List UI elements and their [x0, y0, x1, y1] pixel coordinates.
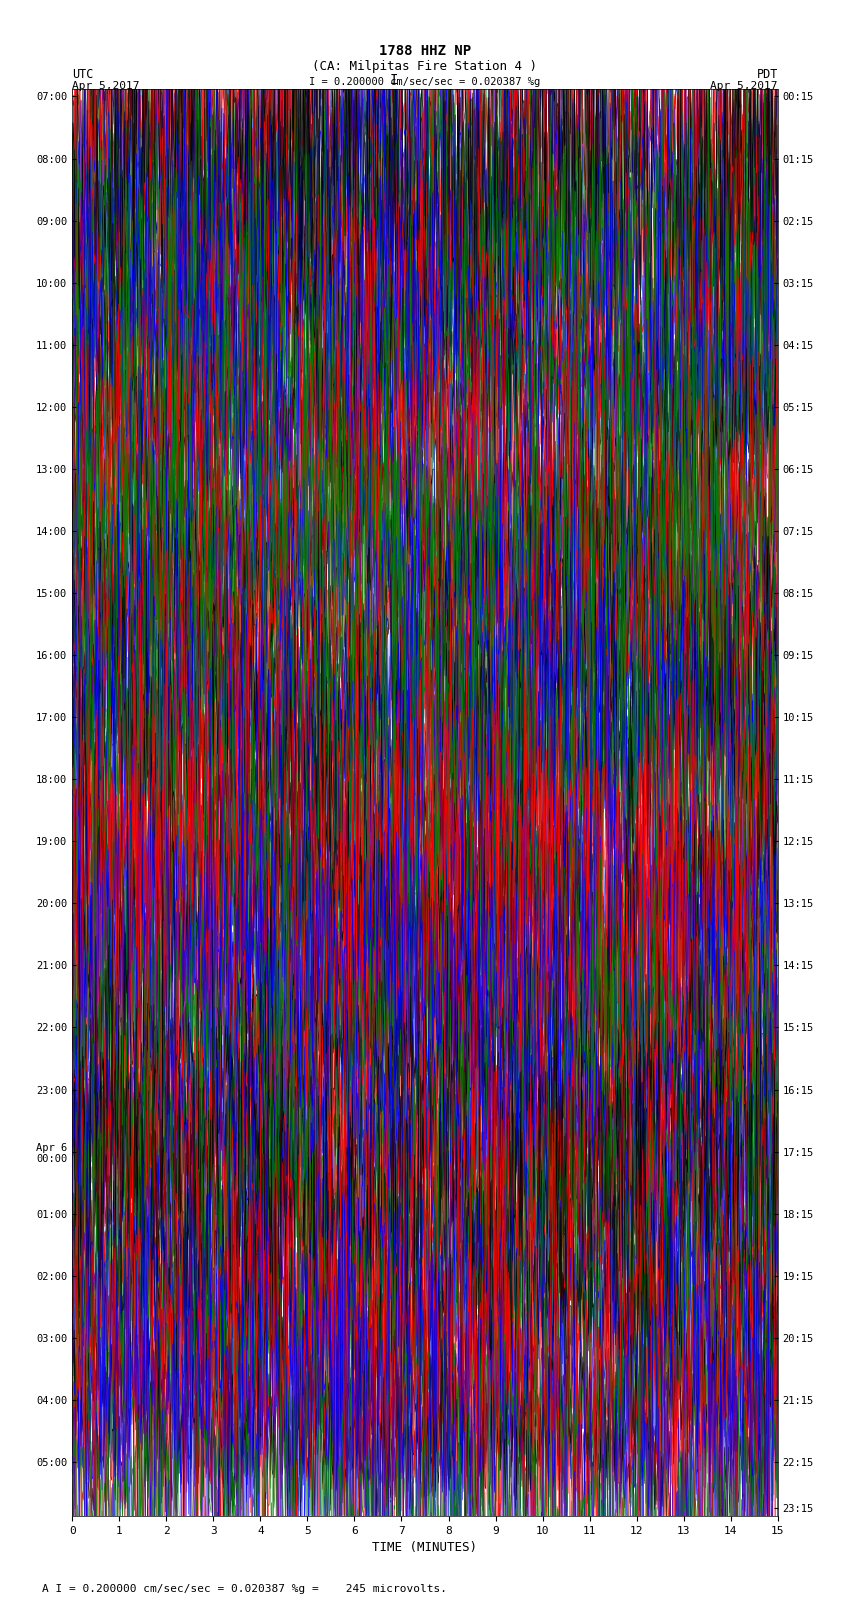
Text: Apr 5,2017: Apr 5,2017 [711, 81, 778, 90]
Text: A I = 0.200000 cm/sec/sec = 0.020387 %g =    245 microvolts.: A I = 0.200000 cm/sec/sec = 0.020387 %g … [42, 1584, 447, 1594]
Text: (CA: Milpitas Fire Station 4 ): (CA: Milpitas Fire Station 4 ) [313, 60, 537, 73]
Text: I: I [389, 73, 398, 87]
X-axis label: TIME (MINUTES): TIME (MINUTES) [372, 1542, 478, 1555]
Text: 1788 HHZ NP: 1788 HHZ NP [379, 44, 471, 58]
Text: Apr 5,2017: Apr 5,2017 [72, 81, 139, 90]
Text: I = 0.200000 cm/sec/sec = 0.020387 %g: I = 0.200000 cm/sec/sec = 0.020387 %g [309, 77, 541, 87]
Text: PDT: PDT [756, 68, 778, 81]
Text: UTC: UTC [72, 68, 94, 81]
